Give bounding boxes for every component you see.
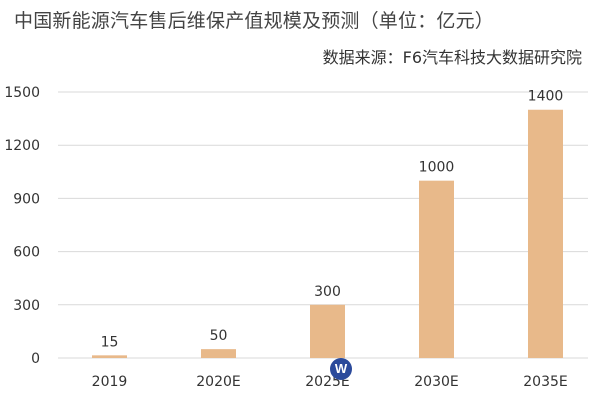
x-tick-label: 2030E <box>414 374 458 390</box>
y-tick-label: 1200 <box>4 138 40 154</box>
data-label: 1000 <box>419 160 455 176</box>
bar <box>201 349 236 358</box>
bar <box>528 109 563 358</box>
y-tick-label: 300 <box>13 298 40 314</box>
y-tick-label: 600 <box>13 245 40 261</box>
data-label: 50 <box>210 328 228 344</box>
bar <box>310 304 345 358</box>
bar <box>92 355 127 358</box>
data-label: 1400 <box>528 89 564 105</box>
chart-title: 中国新能源汽车售后维保产值规模及预测（单位：亿元） <box>14 10 495 32</box>
x-tick-label: 2035E <box>523 374 567 390</box>
data-label: 15 <box>101 334 119 350</box>
watermark-logo: W <box>330 358 352 380</box>
chart-source: 数据来源：F6汽车科技大数据研究院 <box>322 48 582 67</box>
x-tick-label: 2019 <box>92 374 128 390</box>
y-tick-label: 900 <box>13 191 40 207</box>
y-tick-label: 1500 <box>4 85 40 101</box>
y-tick-label: 0 <box>31 351 40 367</box>
bar <box>419 180 454 358</box>
data-label: 300 <box>314 284 341 300</box>
x-tick-label: 2020E <box>196 374 240 390</box>
